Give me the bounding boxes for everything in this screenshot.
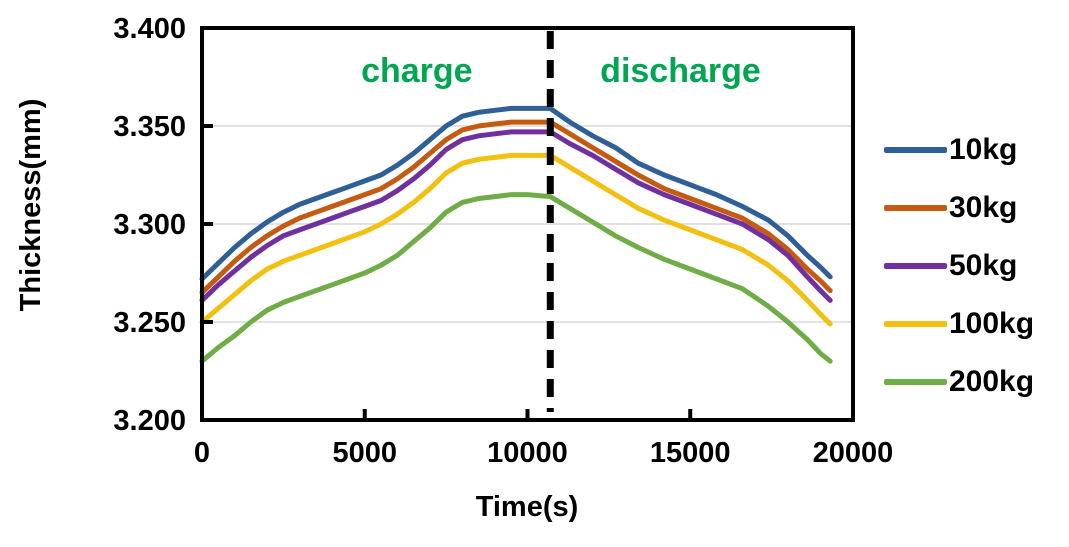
legend-line-swatch <box>884 263 947 269</box>
tick-labels: 3.200 3.250 3.300 3.350 3.400 0 5000 10000 15000… <box>113 13 893 469</box>
annotations: charge discharge <box>361 31 761 412</box>
plot-frame <box>200 26 855 422</box>
legend-label: 30kg <box>949 191 1018 224</box>
legend-entry-100kg: 100kg <box>884 295 1034 353</box>
x-tick-label: 20000 <box>813 437 894 469</box>
legend-entry-200kg: 200kg <box>884 353 1034 411</box>
series-line-200kg <box>199 192 833 364</box>
y-tick-label: 3.300 <box>113 209 186 241</box>
chart-legend: 10kg 30kg 50kg 100kg 200kg <box>884 121 1034 411</box>
y-tick-label: 3.250 <box>113 307 186 339</box>
x-tick-label: 0 <box>194 437 210 469</box>
x-tick-label: 15000 <box>650 437 731 469</box>
y-axis-title: Thickness(mm) <box>15 99 47 312</box>
charge-label: charge <box>361 52 473 90</box>
discharge-label: discharge <box>600 52 761 90</box>
legend-line-swatch <box>884 205 947 211</box>
legend-label: 50kg <box>949 249 1018 282</box>
y-tick-label: 3.200 <box>113 405 186 437</box>
legend-label: 100kg <box>949 307 1035 340</box>
x-tick-label: 5000 <box>332 437 397 469</box>
legend-entry-30kg: 30kg <box>884 179 1034 237</box>
legend-entry-10kg: 10kg <box>884 121 1034 179</box>
series-line-50kg <box>199 129 833 303</box>
legend-line-swatch <box>884 379 947 385</box>
x-tick-label: 10000 <box>487 437 568 469</box>
series-line-100kg <box>199 152 833 327</box>
series-line-10kg <box>199 105 833 282</box>
legend-line-swatch <box>884 147 947 153</box>
legend-line-swatch <box>884 321 947 327</box>
series-line-30kg <box>199 119 833 296</box>
y-tick-label: 3.350 <box>113 111 186 143</box>
series-lines <box>199 105 833 364</box>
legend-label: 10kg <box>949 133 1018 166</box>
x-axis-title: Time(s) <box>476 491 579 523</box>
y-tick-label: 3.400 <box>113 13 186 45</box>
legend-label: 200kg <box>949 365 1035 398</box>
legend-entry-50kg: 50kg <box>884 237 1034 295</box>
